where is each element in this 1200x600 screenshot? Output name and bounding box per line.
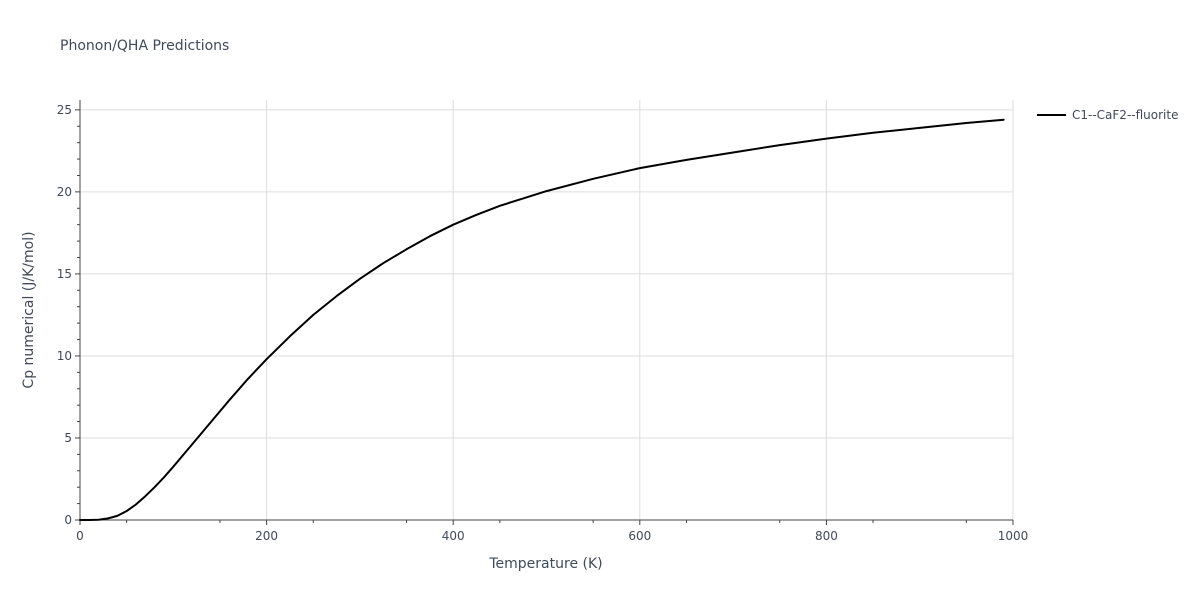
series-line: [79, 118, 1005, 521]
x-tick-label: 400: [442, 529, 465, 543]
y-tick-label: 20: [57, 185, 72, 199]
x-tick-label: 200: [255, 529, 278, 543]
x-tick-labels: 0 200 400 600 800 1000: [76, 529, 1028, 543]
x-tick-label: 800: [815, 529, 838, 543]
legend[interactable]: C1--CaF2--fluorite: [1037, 108, 1178, 122]
y-tick-label: 25: [57, 103, 72, 117]
minor-ticks: [75, 109, 1014, 525]
legend-item-label: C1--CaF2--fluorite: [1072, 108, 1178, 122]
y-tick-label: 15: [57, 267, 72, 281]
x-tick-label: 0: [76, 529, 84, 543]
y-tick-label: 5: [64, 431, 72, 445]
chart-title: Phonon/QHA Predictions: [60, 38, 229, 54]
grid: [80, 100, 1014, 520]
x-tick-label: 1000: [998, 529, 1029, 543]
y-axis-label: Cp numerical (J/K/mol): [21, 231, 37, 388]
x-axis-label: Temperature (K): [488, 556, 602, 572]
x-tick-label: 600: [628, 529, 651, 543]
series-layer: [79, 118, 1005, 521]
y-tick-label: 0: [64, 513, 72, 527]
y-tick-labels: 0 5 10 15 20 25: [57, 103, 72, 527]
y-tick-label: 10: [57, 349, 72, 363]
